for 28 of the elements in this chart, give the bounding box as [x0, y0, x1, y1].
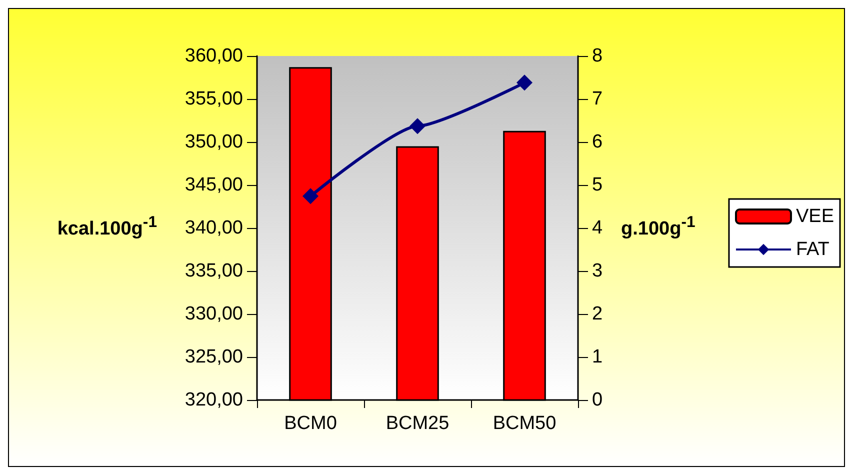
point [516, 74, 532, 91]
y2-tick-label: 1 [592, 346, 603, 368]
y2-axis-title: g.100g$^{-1}$ [621, 214, 696, 240]
legend-label: VEE [796, 206, 834, 227]
y-tick-label: 345,00 [184, 174, 243, 196]
x-tick-label: BCM0 [284, 413, 337, 434]
y-tick-label: 350,00 [184, 132, 243, 152]
x-tick-label: BCM50 [492, 413, 556, 434]
x-tick-label: BCM25 [386, 413, 450, 434]
y2-tick-label: 3 [592, 260, 603, 282]
y2-tick-label: 5 [592, 174, 603, 196]
y-tick-label: 320,00 [184, 390, 243, 410]
y-tick-label: 360,00 [184, 46, 243, 66]
y2-tick-label: 0 [592, 390, 603, 410]
y2-tick-label: 7 [592, 88, 603, 110]
y-tick-label: 335,00 [184, 260, 243, 282]
y2-tick-label: 6 [592, 132, 603, 152]
y2-tick-label: 4 [592, 218, 603, 238]
y2-tick-label: 8 [592, 46, 603, 66]
y-axis-title: kcal.100g$^{-1}$ [57, 214, 157, 240]
legend-label: FAT [796, 239, 830, 260]
point [302, 188, 318, 204]
point [410, 118, 426, 134]
y2-tick-label: 2 [592, 304, 603, 324]
y-tick-label: 330,00 [184, 304, 243, 324]
y-tick-label: 340,00 [184, 218, 243, 238]
y-tick-label: 355,00 [184, 88, 243, 110]
y-tick-label: 325,00 [184, 346, 243, 368]
